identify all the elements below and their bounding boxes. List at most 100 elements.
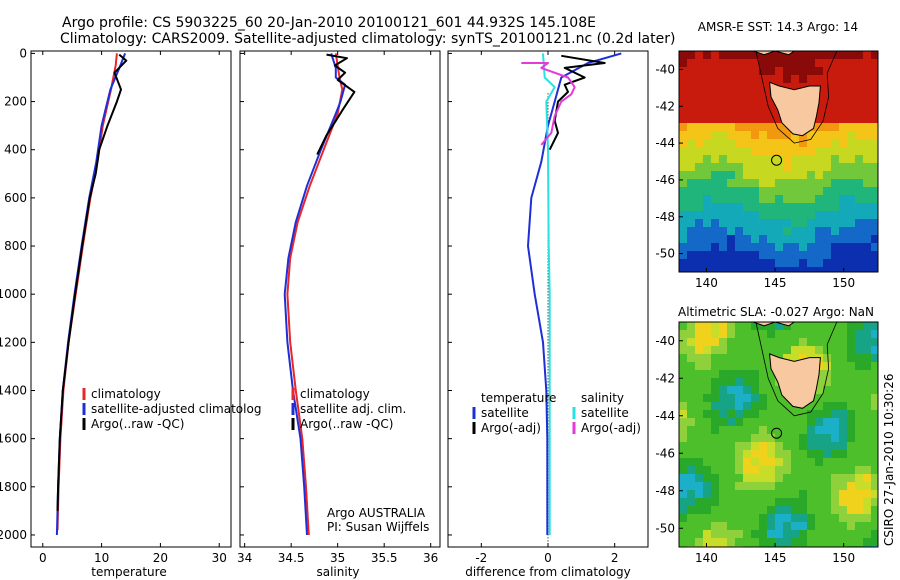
map-pixel (711, 259, 720, 268)
map-pixel (679, 426, 688, 435)
map-pixel (823, 530, 832, 539)
map-pixel (823, 378, 832, 387)
map-pixel (783, 506, 792, 515)
map-pixel (679, 522, 688, 531)
principal-investigator-label: PI: Susan Wijffels (327, 520, 429, 534)
map-pixel (863, 131, 872, 140)
map-pixel (791, 418, 800, 427)
map-pixel (727, 75, 736, 84)
map-pixel (847, 370, 856, 379)
map-pixel (839, 227, 848, 236)
map-pixel (871, 163, 878, 172)
map-pixel (815, 251, 824, 260)
map-pixel (679, 378, 688, 387)
map-pixel (711, 51, 720, 60)
map-pixel (783, 338, 792, 347)
map-pixel (751, 458, 760, 467)
map-pixel (703, 402, 712, 411)
map-pixel (743, 474, 752, 483)
map-pixel (719, 219, 728, 228)
map-pixel (695, 322, 704, 331)
map-pixel (815, 243, 824, 252)
map-pixel (791, 131, 800, 140)
map-pixel (727, 259, 736, 268)
map-pixel (767, 530, 776, 539)
map-pixel (775, 131, 784, 140)
map-pixel (791, 267, 800, 272)
difference-legend-header: salinity (581, 391, 624, 405)
map-pixel (759, 179, 768, 188)
temperature-x-tick-label: 0 (39, 551, 47, 565)
map-pixel (695, 538, 704, 547)
map-pixel (727, 514, 736, 523)
map-pixel (711, 530, 720, 539)
map-pixel (743, 83, 752, 92)
map-pixel (831, 187, 840, 196)
map-pixel (695, 378, 704, 387)
map-pixel (735, 466, 744, 475)
map-pixel (839, 338, 848, 347)
map-pixel (759, 538, 768, 547)
map-pixel (855, 378, 864, 387)
temperature-legend-label: Argo(..raw -QC) (91, 417, 184, 431)
map-pixel (791, 203, 800, 212)
difference-x-tick-label: -2 (475, 551, 487, 565)
map-pixel (743, 530, 752, 539)
map-pixel (783, 450, 792, 459)
map-pixel (775, 434, 784, 443)
map-pixel (727, 522, 736, 531)
map-pixel (871, 426, 878, 435)
map-pixel (775, 338, 784, 347)
map-pixel (799, 338, 808, 347)
map-pixel (679, 139, 688, 148)
map-pixel (687, 131, 696, 140)
map-pixel (727, 83, 736, 92)
map-pixel (783, 466, 792, 475)
map-pixel (711, 330, 720, 339)
map-pixel (863, 203, 872, 212)
map-pixel (823, 259, 832, 268)
map-pixel (775, 490, 784, 499)
map-pixel (799, 458, 808, 467)
map-pixel (791, 195, 800, 204)
map-pixel (799, 426, 808, 435)
map-pixel (871, 211, 878, 220)
map-pixel (711, 370, 720, 379)
map-pixel (767, 330, 776, 339)
map-pixel (687, 123, 696, 132)
map-pixel (791, 322, 800, 331)
map-pixel (703, 235, 712, 244)
map-pixel (775, 458, 784, 467)
map-pixel (815, 346, 824, 355)
map-pixel (791, 243, 800, 252)
map-pixel (719, 83, 728, 92)
map-pixel (855, 474, 864, 483)
map-latitude-tick-label: -42 (655, 99, 675, 113)
map-pixel (823, 490, 832, 499)
map-pixel (711, 442, 720, 451)
map-pixel (823, 83, 832, 92)
map-pixel (775, 522, 784, 531)
map-pixel (823, 458, 832, 467)
map-pixel (847, 91, 856, 100)
map-pixel (759, 466, 768, 475)
map-pixel (759, 219, 768, 228)
difference-x-tick-label: 0 (544, 551, 552, 565)
map-pixel (695, 115, 704, 124)
map-pixel (687, 378, 696, 387)
map-pixel (783, 251, 792, 260)
map-pixel (871, 51, 878, 60)
map-pixel (791, 227, 800, 236)
map-pixel (823, 474, 832, 483)
map-pixel (863, 235, 872, 244)
map-pixel (679, 474, 688, 483)
map-pixel (711, 418, 720, 427)
map-pixel (863, 107, 872, 116)
map-pixel (679, 187, 688, 196)
map-pixel (679, 370, 688, 379)
map-pixel (799, 139, 808, 148)
map-pixel (855, 147, 864, 156)
map-pixel (775, 418, 784, 427)
map-pixel (759, 227, 768, 236)
map-pixel (807, 330, 816, 339)
